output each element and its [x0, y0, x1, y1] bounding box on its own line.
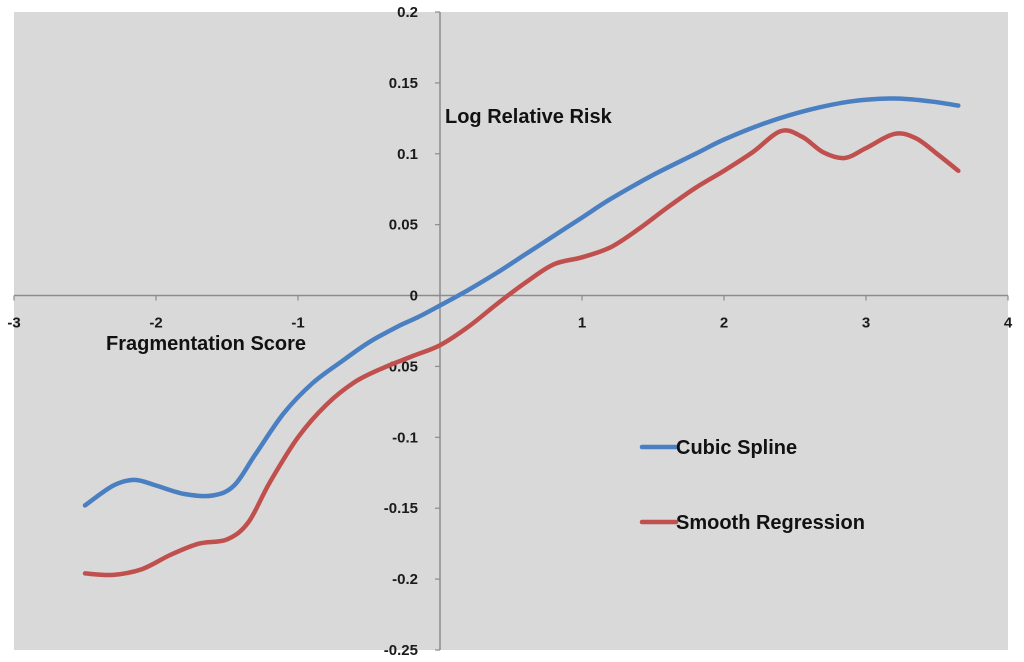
tick-labels: -3 -2 -1 1 2 3 40.20.150.10.050-0.05-0.1-0.15-…: [7, 4, 1013, 659]
x-tick-label: 3: [862, 315, 870, 332]
series-lines: [82, 96, 961, 578]
legend: Cubic Spline Smooth Regression: [639, 437, 865, 534]
x-tick-label: -3: [7, 315, 20, 332]
y-tick-label: -0.1: [392, 429, 418, 446]
plot-area: [14, 12, 1008, 650]
y-tick-label: 0.05: [389, 217, 418, 234]
x-tick-label: -1: [291, 315, 304, 332]
series-line-cubic-spline: [82, 96, 961, 508]
y-axis-title: Log Relative Risk: [445, 106, 613, 128]
y-tick-label: -0.15: [384, 500, 418, 517]
x-tick-label: 1: [578, 315, 586, 332]
y-tick-label: -0.2: [392, 571, 418, 588]
y-tick-label: 0.15: [389, 75, 418, 92]
x-tick-label: 4: [1004, 315, 1013, 332]
series-line-smooth-regression: [82, 128, 961, 578]
x-tick-label: 2: [720, 315, 728, 332]
y-tick-label: 0.1: [397, 146, 418, 163]
y-tick-label: -0.25: [384, 642, 418, 659]
legend-label: Cubic Spline: [676, 437, 797, 459]
legend-label: Smooth Regression: [676, 512, 865, 534]
x-tick-label: -2: [149, 315, 162, 332]
x-axis-title: Fragmentation Score: [106, 333, 306, 355]
y-tick-label: 0: [410, 288, 418, 305]
y-tick-label: 0.2: [397, 4, 418, 21]
